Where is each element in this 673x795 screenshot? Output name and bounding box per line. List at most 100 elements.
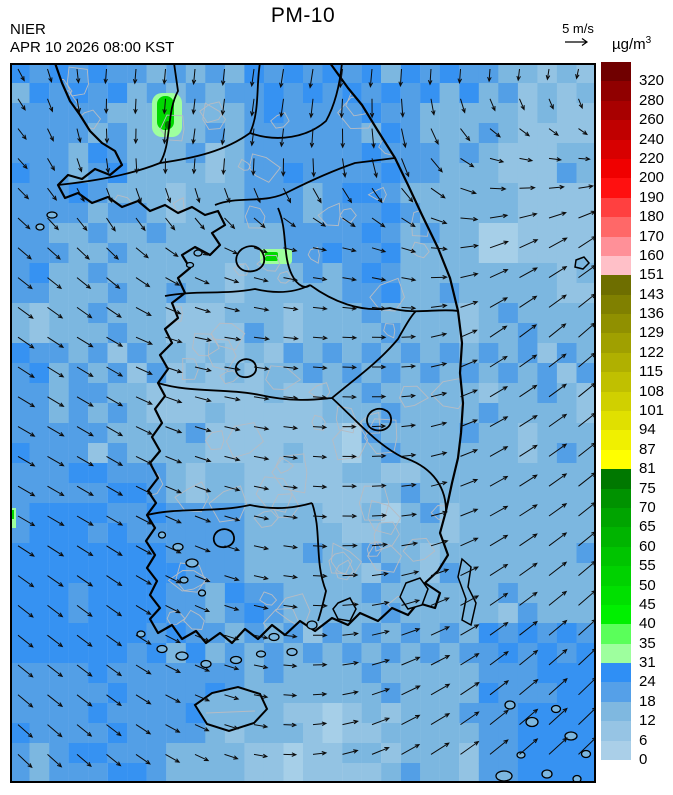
wind-arrow-icon [312, 514, 328, 519]
wind-arrow-icon [342, 394, 357, 400]
map-frame [10, 63, 596, 783]
colorbar-segment [601, 158, 631, 179]
wind-arrow-icon [47, 605, 64, 618]
wind-arrow-icon [47, 68, 53, 83]
wind-arrow-icon [430, 597, 450, 606]
wind-arrow-icon [194, 426, 212, 433]
wind-arrow-icon [106, 664, 123, 677]
wind-arrow-icon [76, 128, 82, 144]
wind-arrow-icon [430, 187, 446, 199]
colorbar-segment [601, 720, 631, 741]
wind-arrow-icon [460, 624, 480, 636]
wind-arrow-icon [17, 664, 34, 678]
wind-arrow-icon [371, 542, 389, 548]
wind-arrow-icon [312, 484, 328, 490]
wind-arrow-icon [283, 752, 298, 757]
wind-arrow-icon [309, 128, 315, 149]
wind-arrow-icon [489, 680, 510, 696]
wind-arrow-icon [47, 396, 65, 408]
wind-arrow-icon [342, 335, 358, 340]
wind-arrow-icon [430, 158, 443, 173]
wind-arrow-icon [312, 395, 328, 400]
wind-arrow-icon [548, 413, 568, 428]
wind-arrow-icon [133, 98, 138, 115]
wind-arrow-icon [371, 187, 383, 204]
wind-arrow-icon [165, 753, 181, 763]
wind-arrow-icon [283, 365, 299, 371]
colorbar-tick-label: 70 [639, 498, 656, 516]
wind-arrow-icon [17, 754, 33, 769]
wind-arrow-icon [401, 685, 421, 696]
wind-arrow-icon [47, 515, 65, 527]
wind-arrow-icon [460, 595, 480, 606]
wind-arrow-icon [253, 723, 269, 729]
wind-arrow-icon [250, 98, 255, 117]
colorbar-tick-label: 129 [639, 324, 665, 342]
wind-arrow-icon [312, 603, 328, 609]
wind-arrow-icon [135, 753, 151, 765]
wind-arrow-icon [194, 336, 212, 342]
colorbar-tick-label: 160 [639, 246, 665, 264]
wind-arrow-icon [191, 158, 197, 175]
colorbar-tick-label: 0 [639, 751, 648, 768]
wind-arrow-icon [47, 485, 65, 497]
colorbar-tick-label: 60 [639, 537, 656, 555]
wind-arrow-icon [460, 187, 477, 195]
colorbar-tick-label: 24 [639, 673, 656, 691]
wind-arrow-icon [76, 575, 94, 587]
wind-arrow-icon [430, 217, 448, 225]
wind-arrow-icon [312, 544, 328, 549]
wind-arrow-icon [371, 306, 387, 311]
wind-arrow-icon [224, 694, 240, 701]
colorbar-tick-label: 122 [639, 343, 665, 361]
wind-arrow-icon [342, 631, 359, 637]
wind-arrow-icon [194, 604, 211, 612]
wind-arrow-icon [460, 329, 478, 338]
wind-arrow-icon [312, 365, 328, 370]
wind-arrow-icon [253, 366, 270, 371]
colorbar-segment [601, 565, 631, 586]
wind-arrow-icon [548, 211, 567, 219]
wind-arrow-icon [371, 247, 387, 253]
wind-arrow-icon [548, 737, 568, 755]
wind-arrow-icon [106, 634, 123, 647]
wind-arrow-icon [283, 574, 299, 580]
wind-arrow-icon [253, 485, 270, 491]
wind-arrow-icon [371, 513, 388, 518]
wind-arrow-icon [430, 539, 449, 547]
wind-arrow-icon [283, 604, 298, 609]
wind-arrow-icon [339, 98, 344, 119]
wind-arrow-icon [224, 753, 239, 760]
colorbar-tick-label: 200 [639, 169, 665, 187]
wind-arrow-icon [194, 188, 201, 204]
wind-arrow-icon [106, 336, 124, 347]
wind-arrow-icon [489, 98, 496, 112]
wind-arrow-icon [371, 128, 376, 149]
map-canvas [10, 61, 598, 784]
wind-arrow-icon [106, 247, 119, 260]
wind-arrow-icon [76, 455, 94, 467]
wind-arrow-icon [47, 545, 65, 557]
wind-arrow-icon [135, 515, 153, 525]
ulleungdo-island [574, 256, 591, 270]
colorbar-tick-label: 45 [639, 595, 656, 613]
wind-arrow-icon [430, 655, 451, 666]
colorbar-segment [601, 429, 631, 450]
wind-arrow-icon [76, 306, 93, 319]
wind-arrow-icon [489, 157, 505, 164]
wind-arrow-icon [548, 473, 568, 487]
colorbar-segment [601, 216, 631, 237]
wind-arrow-icon [162, 128, 167, 145]
wind-arrow-icon [460, 537, 479, 547]
wind-arrow-icon [548, 383, 567, 398]
wind-arrow-icon [371, 217, 386, 228]
colorbar-tick-label: 151 [639, 266, 665, 284]
wind-arrow-icon [430, 683, 451, 696]
wind-arrow-icon [548, 561, 568, 576]
colorbar-segment [601, 371, 631, 392]
wind-arrow-icon [135, 634, 152, 645]
wind-arrow-icon [519, 738, 539, 755]
wind-arrow-icon [489, 297, 509, 308]
wind-arrow-icon [309, 98, 314, 119]
colorbar-segment [601, 604, 631, 625]
